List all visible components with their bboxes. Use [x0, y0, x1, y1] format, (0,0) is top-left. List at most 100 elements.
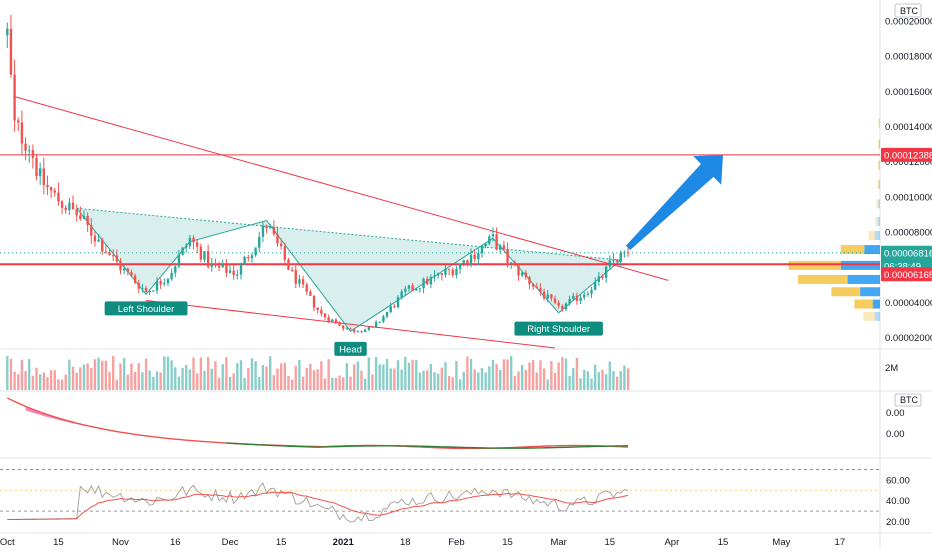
candle-body	[309, 291, 312, 296]
x-tick-label: Feb	[448, 537, 464, 548]
volume-bar	[356, 361, 360, 390]
candle-body	[163, 283, 166, 285]
x-tick-label: 17	[835, 537, 846, 548]
volume-profile-bar	[876, 199, 879, 209]
candle-body	[42, 168, 46, 186]
volume-bar	[243, 377, 246, 390]
volume-bar	[564, 358, 568, 390]
volume-bar	[575, 357, 579, 390]
candle-body	[462, 260, 465, 264]
volume-bar	[305, 367, 308, 390]
volume-bar	[60, 379, 64, 390]
candle-body	[367, 326, 370, 330]
rsi-line	[7, 482, 629, 523]
currency-label: BTC	[900, 6, 919, 16]
volume-bar	[298, 359, 301, 390]
volume-bar	[130, 363, 133, 390]
volume-bar	[542, 368, 546, 390]
candle-body	[488, 236, 491, 244]
volume-bar	[269, 356, 272, 390]
volume-bar	[473, 369, 476, 390]
indicator-fill	[25, 406, 150, 437]
indicator-slow-line	[226, 442, 629, 449]
candle-body	[232, 270, 235, 276]
volume-bar	[597, 372, 601, 390]
candle-body	[82, 215, 86, 220]
y-tick-label: 0.00018000	[885, 52, 932, 63]
volume-bar	[499, 369, 502, 390]
candle-body	[38, 168, 42, 176]
volume-bar	[396, 360, 400, 390]
candle-body	[385, 312, 389, 317]
candle-body	[615, 259, 619, 262]
candle-body	[97, 239, 100, 242]
volume-bar	[6, 356, 9, 390]
price-tag-text: 0.00012388	[884, 150, 932, 161]
volume-bar	[462, 371, 465, 390]
volume-bar	[301, 376, 305, 390]
candle-body	[546, 294, 549, 299]
candle-body	[338, 321, 341, 326]
volume-bar	[239, 360, 243, 390]
candle-body	[510, 262, 513, 264]
volume-bar	[353, 364, 356, 390]
candle-body	[502, 245, 506, 250]
volume-bar	[185, 364, 188, 390]
volume-bar	[137, 363, 140, 390]
candle-body	[363, 329, 367, 333]
volume-bar	[122, 357, 126, 390]
candle-body	[210, 264, 213, 267]
volume-bar	[561, 357, 564, 390]
volume-bar	[250, 358, 254, 390]
candle-body	[272, 227, 276, 235]
volume-bar	[342, 377, 345, 390]
candle-body	[199, 246, 203, 260]
candle-body	[290, 269, 294, 271]
volume-profile-bar	[868, 231, 875, 241]
volume-profile-bar	[840, 260, 880, 270]
volume-bar	[477, 372, 480, 390]
candle-body	[64, 207, 67, 210]
volume-profile-bar	[831, 287, 861, 297]
candle-body	[553, 298, 557, 303]
volume-bar	[148, 370, 151, 390]
target-arrow-shape	[625, 155, 723, 250]
volume-bar	[276, 368, 279, 390]
volume-bar	[491, 359, 495, 390]
volume-bar	[24, 371, 27, 390]
candle-body	[101, 239, 104, 252]
volume-bar	[429, 363, 433, 390]
candle-body	[243, 256, 246, 264]
pattern-label-box	[334, 341, 367, 356]
volume-bar	[236, 363, 239, 390]
volume-bar	[331, 377, 334, 390]
pattern-label: Head	[339, 344, 362, 355]
volume-profile-bar	[877, 216, 880, 226]
volume-bar	[363, 378, 367, 390]
candle-body	[177, 254, 181, 267]
volume-bar	[612, 370, 615, 390]
price-tag	[881, 267, 932, 282]
candle-body	[68, 202, 71, 210]
volume-bar	[247, 368, 250, 390]
x-tick-label: 2021	[333, 537, 355, 548]
volume-bar	[513, 376, 517, 390]
volume-bar	[520, 364, 524, 390]
volume-bar	[283, 362, 286, 390]
volume-bar	[49, 370, 53, 390]
candle-body	[601, 276, 604, 278]
volume-bar	[623, 365, 626, 390]
volume-bar	[466, 356, 469, 390]
candle-body	[287, 259, 290, 270]
volume-bar	[436, 373, 440, 390]
candle-body	[155, 280, 159, 291]
candle-body	[13, 74, 16, 121]
candle-body	[531, 284, 535, 287]
volume-profile-bar	[788, 260, 841, 270]
candle-body	[480, 245, 484, 254]
volume-bar	[447, 376, 451, 390]
candle-body	[524, 272, 527, 278]
candle-body	[469, 254, 473, 265]
candle-body	[192, 237, 195, 243]
